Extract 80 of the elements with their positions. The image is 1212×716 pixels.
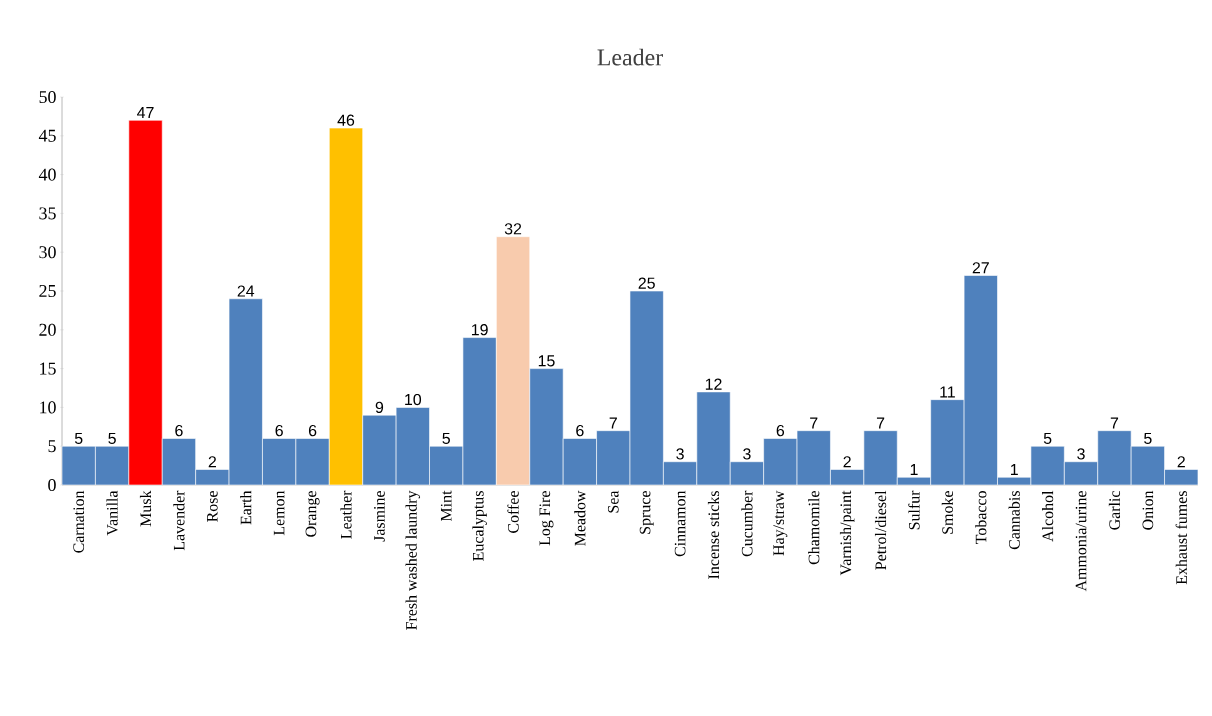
data-label: 11: [940, 386, 955, 398]
data-label: 9: [375, 401, 384, 413]
data-label: 3: [676, 448, 684, 460]
data-label: 15: [538, 355, 555, 367]
data-label: 19: [471, 324, 488, 336]
y-tick-label: 35: [39, 207, 56, 220]
x-tick-label: Cinnamon: [674, 490, 686, 557]
x-tick-label: Hay/straw: [773, 490, 788, 556]
y-tick-label: 20: [39, 323, 56, 336]
data-label: 3: [743, 448, 751, 460]
x-tick-label: Exhaust fumes: [1175, 491, 1187, 585]
data-label: 2: [843, 456, 851, 468]
y-tick-label: 30: [39, 246, 56, 259]
data-label: 5: [1144, 432, 1152, 445]
x-tick-label: Alcohol: [1042, 490, 1054, 542]
x-tick-label: Varnish/paint: [839, 490, 855, 576]
data-label: 6: [275, 424, 283, 437]
data-label: 6: [175, 424, 183, 437]
data-label: 1: [1011, 464, 1018, 476]
chart-title: Leader: [597, 48, 663, 66]
x-tick-label: Carnation: [73, 490, 85, 553]
x-tick-label: Fresh washed laundry: [405, 490, 421, 630]
data-label: 5: [74, 432, 83, 445]
x-tick-label: Earth: [240, 490, 252, 525]
data-label: 5: [442, 432, 450, 445]
data-label: 7: [609, 417, 617, 429]
y-tick-label: 10: [40, 401, 56, 414]
x-tick-label: Petrol/diesel: [874, 490, 887, 570]
y-tick-label: 15: [40, 362, 56, 375]
data-label: 32: [504, 223, 522, 235]
x-tick-label: Leather: [340, 490, 352, 539]
x-tick-label: Chamomile: [808, 491, 820, 565]
data-label: 24: [237, 285, 255, 297]
data-label: 6: [308, 424, 317, 437]
x-tick-label: Onion: [1142, 490, 1154, 530]
data-label: 47: [137, 107, 154, 119]
y-tick-label: 50: [39, 90, 56, 104]
x-tick-label: Log Fire: [539, 491, 554, 546]
data-label: 1: [910, 464, 918, 476]
y-tick-label: 25: [39, 284, 56, 298]
x-tick-label: Incense sticks: [707, 491, 720, 579]
x-tick-label: Orange: [305, 491, 320, 537]
data-label: 12: [705, 378, 722, 390]
x-tick-label: Garlic: [1108, 491, 1121, 530]
data-label: 5: [108, 432, 116, 445]
data-label: 7: [876, 417, 885, 429]
x-tick-label: Lavender: [173, 490, 185, 551]
data-label: 10: [405, 393, 422, 406]
x-tick-label: Ammonia/urine: [1075, 491, 1087, 592]
data-label: 6: [576, 424, 584, 437]
x-tick-label: Musk: [139, 490, 152, 527]
x-tick-label: Eucalyptus: [472, 491, 487, 561]
x-tick-label: Tobacco: [975, 491, 987, 544]
x-tick-label: Rose: [207, 491, 218, 522]
y-tick-label: 0: [48, 478, 56, 492]
x-tick-label: Cannabis: [1008, 491, 1020, 550]
x-tick-label: Vanilla: [106, 490, 118, 536]
data-label: 7: [810, 417, 818, 429]
y-tick-label: 40: [38, 168, 56, 181]
data-label: 25: [638, 277, 655, 289]
data-label: 27: [972, 262, 989, 274]
data-label: 3: [1077, 448, 1085, 460]
data-label: 2: [208, 456, 216, 468]
x-tick-label: Coffee: [507, 491, 519, 533]
y-tick-label: 5: [48, 440, 56, 453]
x-tick-label: Sulfur: [908, 490, 920, 530]
data-label: 2: [1177, 456, 1185, 468]
x-tick-label: Smoke: [941, 491, 953, 534]
x-tick-label: Spruce: [639, 491, 654, 534]
data-label: 5: [1043, 432, 1052, 445]
data-label: 6: [776, 424, 785, 437]
x-tick-label: Jasmine: [374, 491, 385, 542]
x-tick-label: Cucumber: [741, 490, 753, 557]
x-tick-label: Lemon: [273, 490, 285, 536]
data-label: 46: [337, 114, 355, 126]
y-tick-label: 45: [38, 129, 56, 142]
data-label: 7: [1110, 417, 1119, 429]
x-tick-label: Meadow: [574, 490, 586, 546]
x-tick-label: Mint: [440, 490, 452, 522]
x-tick-label: Sea: [607, 490, 619, 513]
